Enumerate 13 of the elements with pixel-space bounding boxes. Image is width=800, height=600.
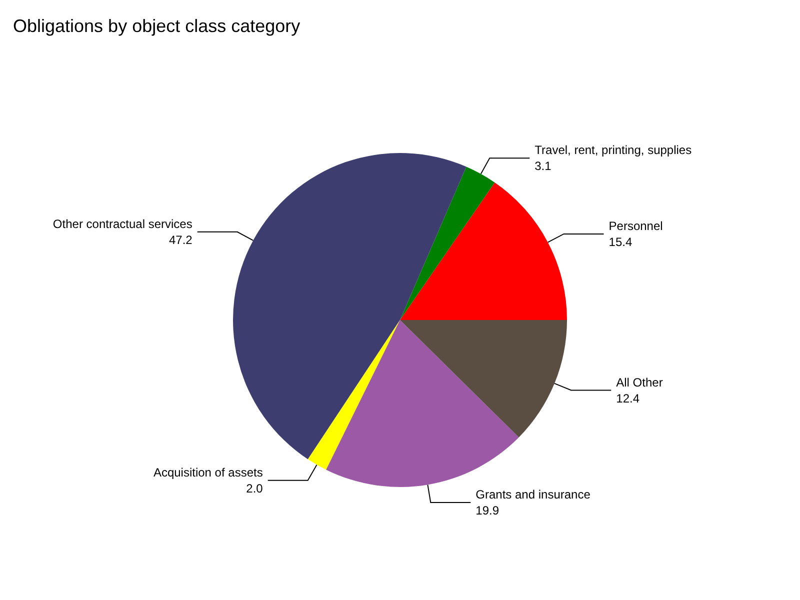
chart-title: Obligations by object class category [13, 16, 300, 36]
slice-label: Other contractual services [52, 216, 192, 231]
slice-label: Travel, rent, printing, supplies [534, 143, 692, 158]
data-label: 2.0 [246, 481, 264, 496]
data-label: 12.4 [616, 391, 640, 406]
slice-label: Grants and insurance [476, 487, 591, 502]
data-label: 47.2 [168, 232, 193, 247]
slice-label: Personnel [608, 218, 663, 233]
data-label: 19.9 [476, 503, 500, 518]
data-label: 3.1 [534, 159, 552, 174]
data-label: 15.4 [608, 234, 632, 249]
slice-label: All Other [616, 375, 663, 390]
slice-label: Acquisition of assets [153, 465, 263, 480]
